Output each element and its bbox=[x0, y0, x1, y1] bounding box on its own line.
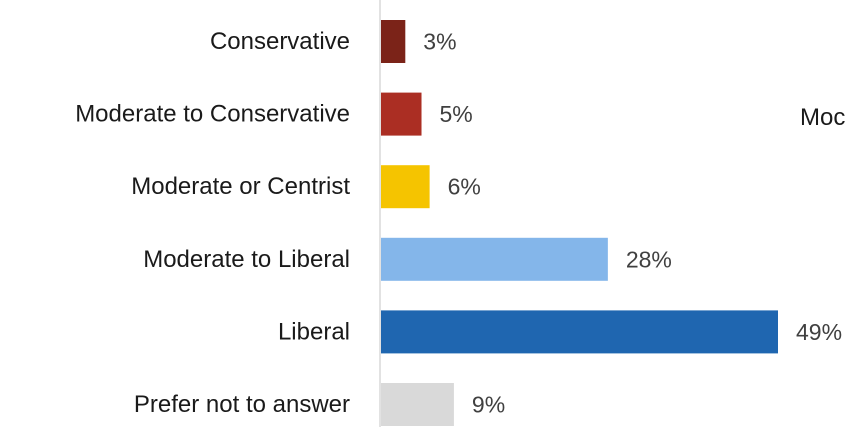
value-label: 3% bbox=[423, 29, 456, 55]
category-label: Moderate to Liberal bbox=[143, 246, 350, 273]
value-label: 6% bbox=[448, 174, 481, 200]
value-label: 5% bbox=[440, 101, 473, 127]
value-label: 9% bbox=[472, 392, 505, 418]
bar bbox=[381, 383, 454, 426]
category-label: Moderate to Conservative bbox=[75, 101, 350, 128]
value-label: 49% bbox=[796, 319, 842, 345]
bar bbox=[381, 20, 406, 63]
clipped-side-text: Moc bbox=[800, 104, 846, 131]
bar bbox=[381, 92, 422, 136]
bar bbox=[381, 310, 778, 354]
bar bbox=[381, 165, 430, 209]
bars-group: Conservative 3% Moderate to Conservative 5%… bbox=[75, 20, 842, 426]
category-label: Moderate or Centrist bbox=[131, 173, 350, 200]
value-label: 28% bbox=[626, 246, 672, 272]
category-label: Prefer not to answer bbox=[134, 391, 350, 418]
category-label: Liberal bbox=[278, 318, 350, 345]
bar bbox=[381, 237, 608, 281]
category-label: Conservative bbox=[210, 28, 350, 55]
